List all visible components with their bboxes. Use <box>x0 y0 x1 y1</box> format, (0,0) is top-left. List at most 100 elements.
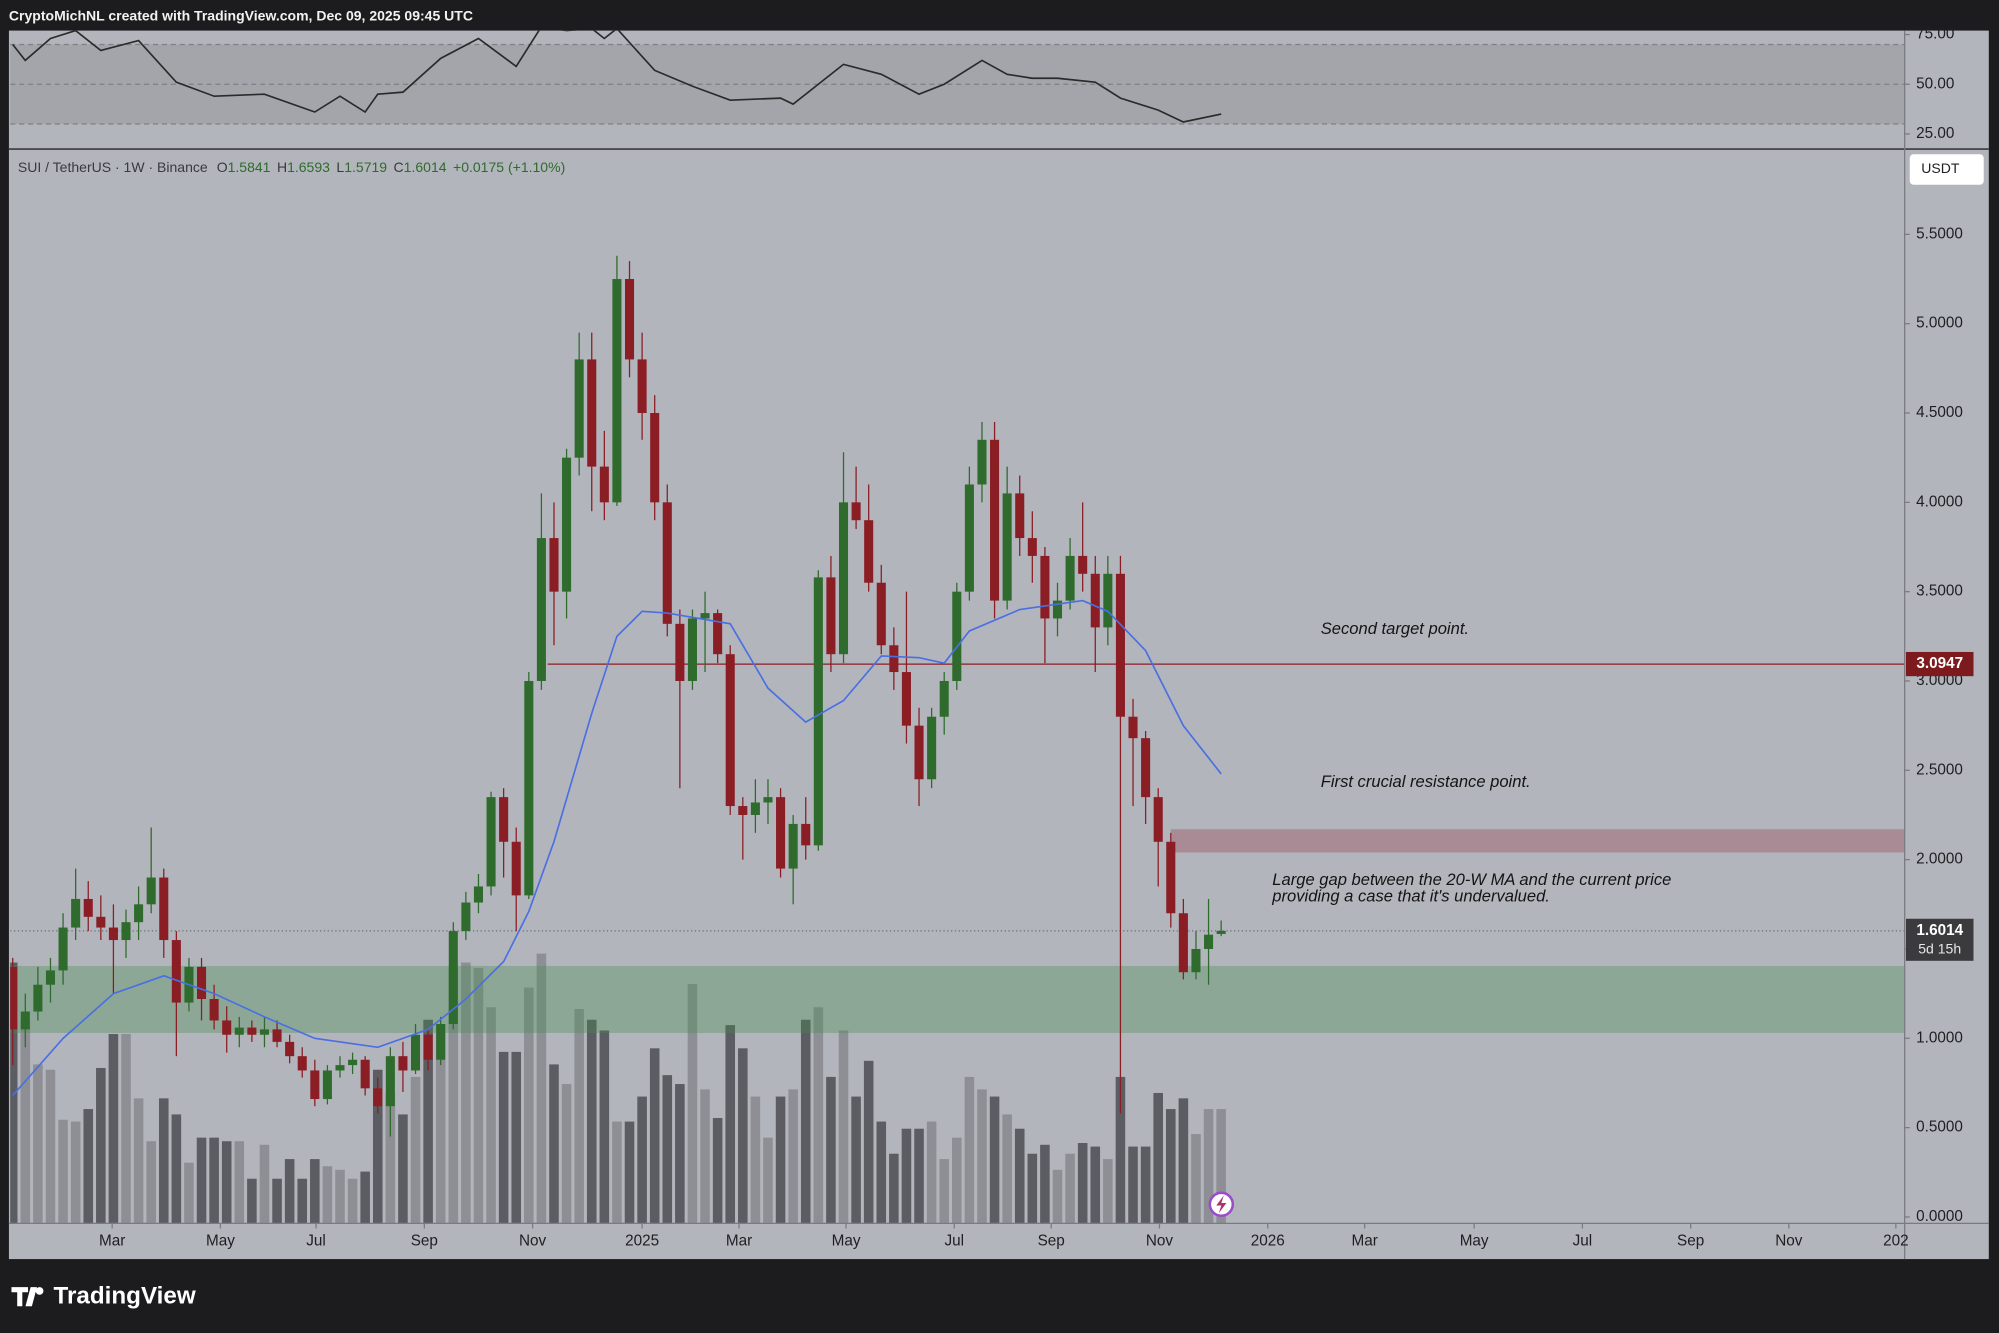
volume-bar <box>385 1092 396 1224</box>
candle-body <box>83 898 93 917</box>
candle-body <box>763 797 773 803</box>
candle-body <box>687 618 697 681</box>
candle-body <box>725 654 735 807</box>
price-tag-label: 3.0947 <box>1916 655 1963 672</box>
candle-body <box>410 1034 421 1071</box>
x-tick-label: Sep <box>1677 1232 1704 1249</box>
x-tick-label: Sep <box>411 1232 438 1249</box>
candle-body <box>549 538 559 592</box>
volume-bar <box>586 1019 597 1224</box>
currency-label: USDT <box>1921 160 1960 176</box>
y-tick-label: 3.0000 <box>1916 672 1963 689</box>
header-text: CryptoMichNL created with TradingView.co… <box>9 7 473 23</box>
volume-bar <box>1052 1169 1063 1224</box>
candle-body <box>536 538 546 681</box>
volume-bar <box>763 1137 773 1224</box>
annotation: providing a case that it's undervalued. <box>1271 887 1550 906</box>
volume-bar <box>926 1121 937 1224</box>
candle-body <box>1204 934 1214 949</box>
legend-value: 1.6593 <box>287 159 330 175</box>
volume-bar <box>863 1060 874 1224</box>
volume-bar <box>435 1025 446 1224</box>
candle-body <box>499 797 509 842</box>
x-tick-label: Jul <box>1573 1232 1593 1249</box>
axes: 25.0050.0075.000.00000.50001.00001.50002… <box>99 26 1974 1249</box>
y-tick-label: 5.0000 <box>1916 315 1963 332</box>
candle-body <box>171 940 181 1003</box>
candle-body <box>952 591 962 681</box>
candle-body <box>675 623 685 681</box>
y-tick-label: 2.5000 <box>1916 761 1963 778</box>
volume-bar <box>738 1048 748 1224</box>
volume-bar <box>725 1025 736 1224</box>
y-tick-label: 5.5000 <box>1916 225 1963 242</box>
x-tick-label: Mar <box>99 1232 125 1249</box>
volume-bar <box>372 1069 383 1224</box>
volume-bar <box>58 1119 68 1224</box>
volume-bar <box>851 1096 861 1224</box>
candle-body <box>1002 493 1012 601</box>
candle-body <box>1141 738 1151 798</box>
candle-body <box>964 484 974 592</box>
volume-bar <box>1077 1143 1088 1224</box>
candle-body <box>1153 797 1163 842</box>
candle-body <box>587 359 597 467</box>
volume-bar <box>284 1159 295 1224</box>
candle-body <box>1040 555 1050 619</box>
volume-bar <box>108 1034 119 1224</box>
volume-bar <box>1090 1146 1101 1224</box>
y-tick-label: 0.0000 <box>1916 1208 1963 1225</box>
x-tick-label: May <box>832 1232 861 1249</box>
volume-bar <box>171 1114 182 1224</box>
volume-bar <box>599 1030 610 1224</box>
volume-bar <box>121 1034 131 1224</box>
candle-body <box>146 877 156 905</box>
candle-body <box>927 716 937 780</box>
chart-panel <box>8 30 1989 1260</box>
candle-body <box>285 1041 295 1057</box>
volume-bar <box>196 1137 207 1224</box>
volume-bar <box>310 1159 320 1224</box>
volume-bar <box>158 1098 169 1224</box>
y-tick-label: 4.0000 <box>1916 493 1963 510</box>
x-tick-label: 2025 <box>625 1232 659 1249</box>
x-tick-label: Nov <box>519 1232 547 1249</box>
candle-body <box>914 725 924 780</box>
y-tick-label: 4.5000 <box>1916 404 1963 421</box>
volume-bar <box>914 1128 924 1224</box>
volume-bar <box>33 1064 43 1224</box>
volume-bar <box>989 1096 1000 1224</box>
candle-body <box>272 1029 282 1042</box>
alert-icon-bolt <box>1216 1195 1227 1214</box>
volume-bar <box>977 1089 987 1224</box>
candle-body <box>209 999 219 1021</box>
candle-body <box>977 439 987 485</box>
candle-body <box>448 931 458 1025</box>
moving-average <box>12 599 1222 1097</box>
candle-body <box>360 1059 370 1089</box>
volume-bar <box>146 1141 156 1224</box>
candle-body <box>436 1024 446 1060</box>
brand-logo <box>11 1287 44 1307</box>
annotation: First crucial resistance point. <box>1321 772 1531 791</box>
legend-value: 1.5719 <box>344 159 387 175</box>
x-tick-label: May <box>206 1232 235 1249</box>
candle-body <box>1128 716 1138 739</box>
volume-bar <box>423 1019 433 1224</box>
x-tick-label: 202 <box>1883 1232 1909 1249</box>
candle-body <box>10 966 18 1030</box>
candle-body <box>45 970 56 985</box>
volume-bar <box>1166 1109 1176 1224</box>
x-tick-label: Mar <box>1351 1232 1377 1249</box>
x-tick-label: May <box>1460 1232 1489 1249</box>
legend-letter: L <box>336 159 344 175</box>
zone <box>10 965 1905 1033</box>
volume-bar <box>398 1114 408 1224</box>
currency-box[interactable] <box>1909 154 1984 185</box>
price-tag-label: 1.6014 <box>1916 922 1963 939</box>
volume-bar <box>712 1117 723 1224</box>
volume-bar <box>889 1153 899 1224</box>
volume-bar <box>952 1137 962 1224</box>
volume-bar <box>649 1048 660 1224</box>
